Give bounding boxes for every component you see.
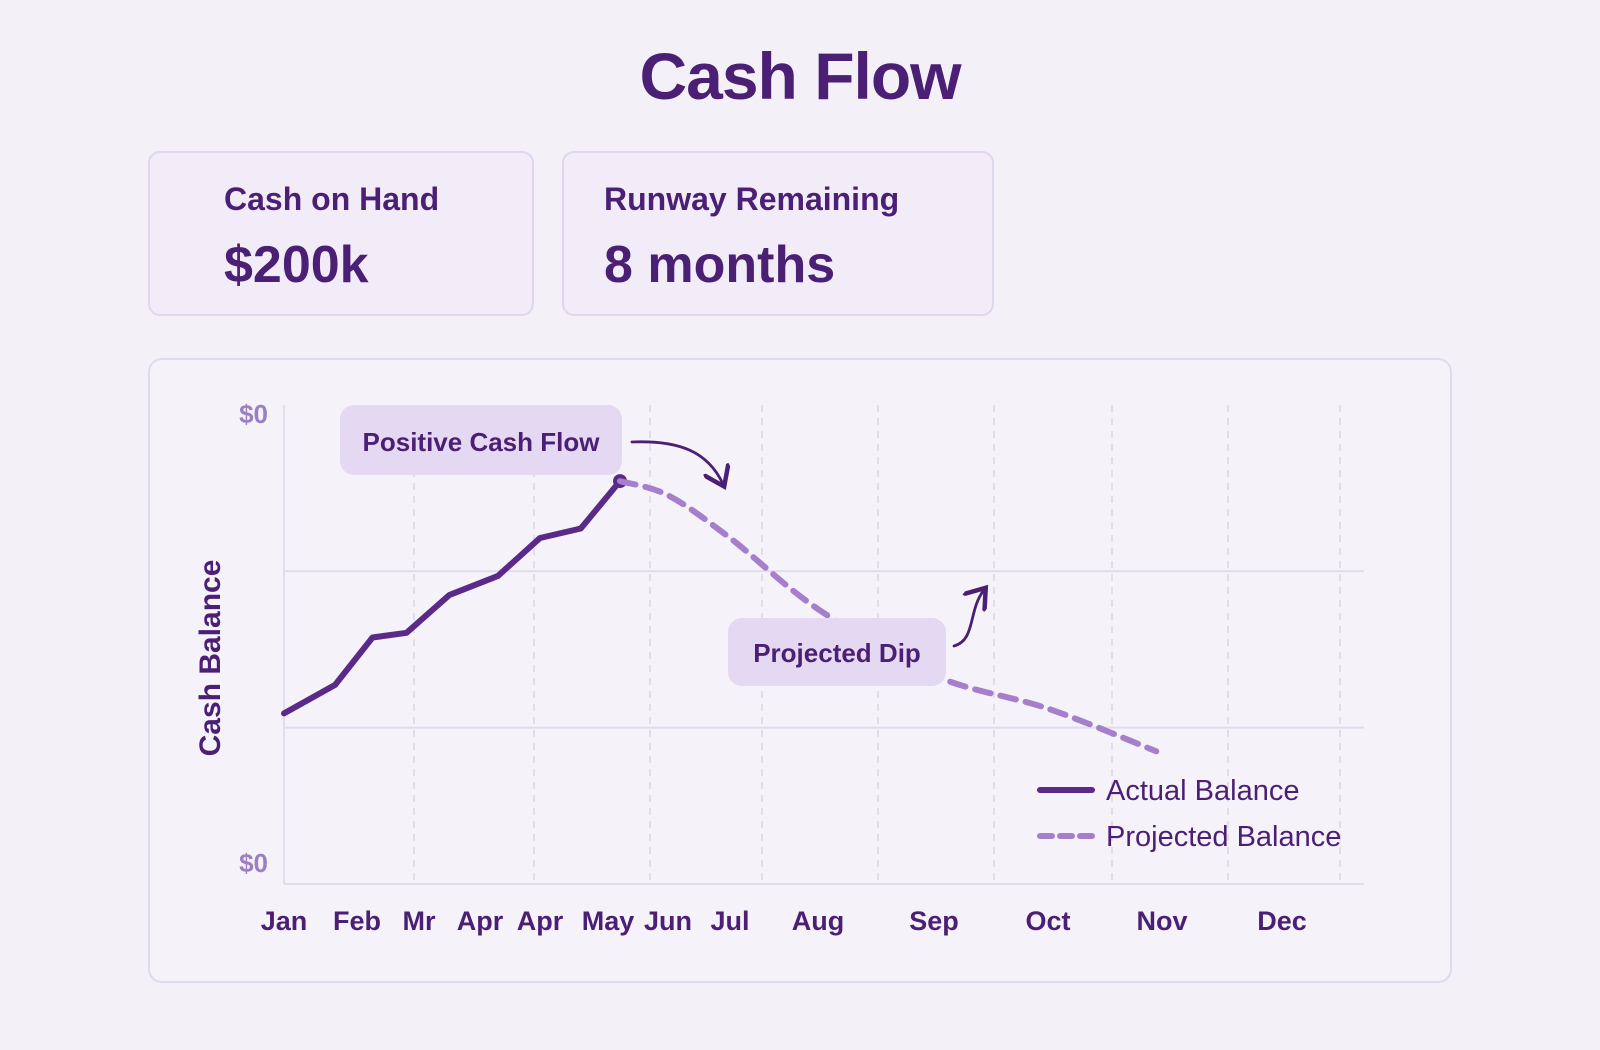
- x-tick-label: Oct: [1025, 906, 1070, 936]
- y-tick-label-top: $0: [239, 399, 268, 429]
- x-tick-label: Jan: [261, 906, 308, 936]
- runway-remaining-label: Runway Remaining: [604, 181, 899, 218]
- legend-projected-label: Projected Balance: [1106, 821, 1341, 853]
- x-tick-label: Apr: [457, 906, 504, 936]
- chart-panel: $0 $0 Cash Balance Jan Feb Mr Apr Apr May Jun Jul A…: [148, 358, 1452, 983]
- cash-on-hand-value: $200k: [224, 235, 369, 295]
- page-title: Cash Flow: [0, 38, 1600, 114]
- x-tick-label: Nov: [1136, 906, 1187, 936]
- y-tick-label-bottom: $0: [239, 848, 268, 878]
- x-tick-label: Mr: [403, 906, 436, 936]
- chart-legend: Actual Balance Projected Balance: [1040, 775, 1341, 853]
- x-tick-label: Dec: [1257, 906, 1307, 936]
- cash-on-hand-label: Cash on Hand: [224, 181, 439, 218]
- projected-balance-line: [620, 481, 1156, 751]
- x-tick-label: Apr: [517, 906, 564, 936]
- projected-dip-arrow: [954, 590, 984, 646]
- actual-balance-line: [284, 481, 620, 713]
- x-tick-label: Feb: [333, 906, 381, 936]
- x-tick-label: Jul: [710, 906, 749, 936]
- x-tick-label: May: [582, 906, 635, 936]
- positive-cash-flow-label: Positive Cash Flow: [363, 427, 601, 457]
- legend-actual-label: Actual Balance: [1106, 775, 1299, 807]
- positive-cash-flow-arrow: [632, 442, 723, 484]
- x-tick-label: Sep: [909, 906, 959, 936]
- cash-balance-chart: $0 $0 Cash Balance Jan Feb Mr Apr Apr May Jun Jul A…: [150, 360, 1454, 985]
- projected-dip-label: Projected Dip: [753, 638, 921, 668]
- x-tick-label: Aug: [792, 906, 844, 936]
- projected-dip-callout: Projected Dip: [728, 618, 946, 686]
- y-axis-label: Cash Balance: [194, 560, 227, 757]
- runway-remaining-card: Runway Remaining 8 months: [562, 151, 994, 316]
- x-tick-label: Jun: [644, 906, 692, 936]
- runway-remaining-value: 8 months: [604, 235, 835, 295]
- cash-on-hand-card: Cash on Hand $200k: [148, 151, 534, 316]
- positive-cash-flow-callout: Positive Cash Flow: [340, 405, 622, 475]
